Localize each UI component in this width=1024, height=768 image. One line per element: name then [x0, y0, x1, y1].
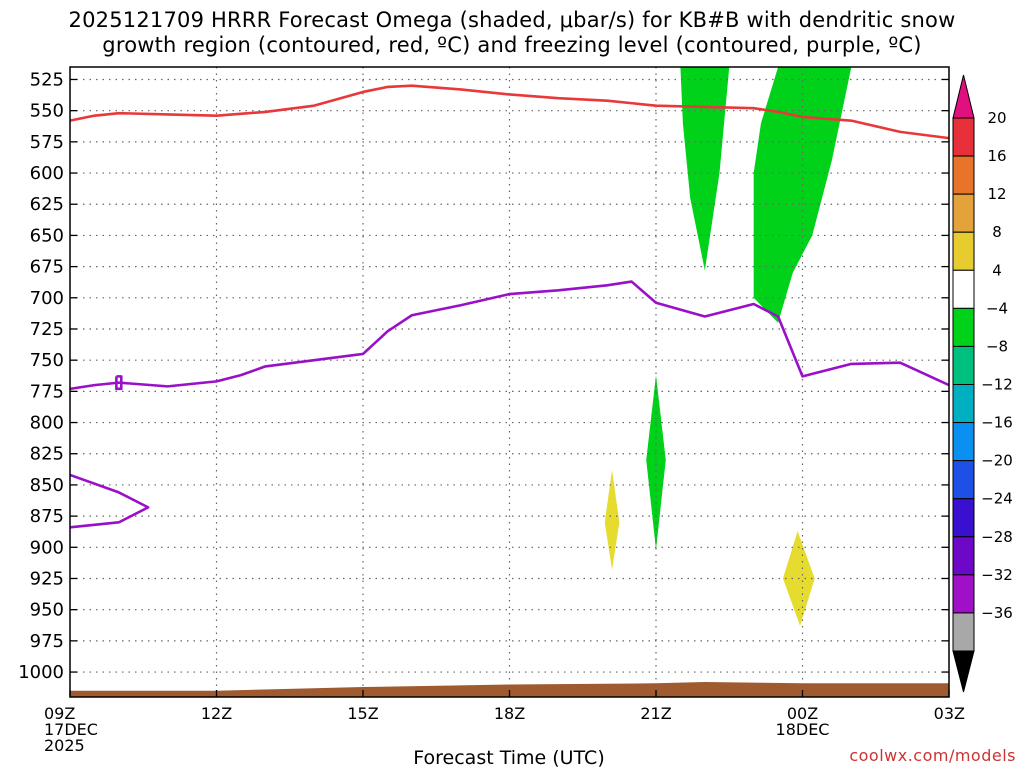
- colorbar-label: 16: [987, 147, 1006, 165]
- x-tick-label: 09Z: [44, 704, 75, 723]
- contour-line-0: [69, 84, 950, 140]
- y-axis: 525 550 575 600 625 650 675 700 725 750 775 800 825 8…: [18, 69, 949, 683]
- credit-text: coolwx.com/models: [849, 746, 1016, 765]
- contour-line-3: [115, 375, 123, 391]
- contour-line-2: [69, 473, 150, 529]
- y-tick-label: 800: [30, 413, 64, 434]
- colorbar-bin: [952, 612, 975, 652]
- colorbar-label: −24: [981, 490, 1013, 508]
- colorbar-bin: [952, 345, 975, 385]
- omega-shading-layer: [604, 67, 852, 626]
- y-tick-label: 900: [30, 537, 64, 558]
- x-axis-label: Forecast Time (UTC): [413, 747, 604, 768]
- colorbar-label: −36: [981, 604, 1013, 622]
- x-tick-label: 18Z: [494, 704, 525, 723]
- y-tick-label: 625: [30, 194, 64, 215]
- colorbar-arrow-top: [952, 74, 975, 119]
- colorbar-label: 4: [992, 261, 1002, 279]
- colorbar: 20 16 12 8 4 −4 −8 −12 −16 −20 −24 −28 −32 −36: [952, 74, 1013, 693]
- y-tick-label: 950: [30, 600, 64, 621]
- x-tick-label: 21Z: [640, 704, 671, 723]
- contour-line-1: [69, 280, 950, 391]
- y-tick-label: 575: [30, 132, 64, 153]
- colorbar-label: 8: [992, 223, 1002, 241]
- chart-title-line-1: 2025121709 HRRR Forecast Omega (shaded, …: [68, 8, 956, 32]
- omega-shaded-region-4: [680, 67, 730, 271]
- y-tick-label: 1000: [18, 662, 64, 683]
- x-tick-label: 2025: [44, 736, 85, 755]
- x-tick-label: 18DEC: [776, 720, 830, 739]
- y-tick-label: 675: [30, 257, 64, 278]
- colorbar-label: −28: [981, 528, 1013, 546]
- contour-layer: [69, 84, 950, 529]
- x-tick-label: 15Z: [347, 704, 378, 723]
- y-tick-label: 525: [30, 69, 64, 90]
- colorbar-label: −8: [986, 337, 1008, 355]
- colorbar-label: 12: [987, 185, 1006, 203]
- colorbar-bin: [952, 574, 975, 614]
- colorbar-bin: [952, 384, 975, 424]
- y-tick-label: 925: [30, 568, 64, 589]
- x-tick-label: 17DEC: [44, 720, 98, 739]
- colorbar-bin: [952, 117, 975, 157]
- y-tick-label: 775: [30, 381, 64, 402]
- colorbar-label: −20: [981, 452, 1013, 470]
- omega-shaded-region-5: [753, 67, 852, 323]
- y-tick-label: 975: [30, 631, 64, 652]
- grid-layer: [70, 67, 949, 697]
- omega-shaded-region-7: [604, 469, 620, 570]
- colorbar-label: −12: [981, 376, 1013, 394]
- colorbar-bin: [952, 536, 975, 576]
- y-tick-label: 550: [30, 101, 64, 122]
- terrain-fill: [70, 682, 949, 697]
- y-tick-label: 875: [30, 506, 64, 527]
- colorbar-bin: [952, 307, 975, 347]
- terrain-layer: [70, 682, 949, 697]
- x-tick-label: 00Z: [787, 704, 818, 723]
- colorbar-label: −32: [981, 566, 1013, 584]
- colorbar-bin: [952, 155, 975, 195]
- y-tick-label: 700: [30, 288, 64, 309]
- colorbar-bin: [952, 498, 975, 538]
- colorbar-bin: [952, 422, 975, 462]
- y-tick-label: 825: [30, 444, 64, 465]
- y-tick-label: 600: [30, 163, 64, 184]
- x-tick-label: 03Z: [934, 704, 965, 723]
- y-tick-label: 850: [30, 475, 64, 496]
- colorbar-label: −4: [986, 299, 1008, 317]
- x-tick-label: 12Z: [201, 704, 232, 723]
- y-tick-label: 650: [30, 225, 64, 246]
- colorbar-label: 20: [987, 109, 1006, 127]
- colorbar-bin: [952, 231, 975, 271]
- colorbar-bin: [952, 193, 975, 233]
- colorbar-label: −16: [981, 414, 1013, 432]
- colorbar-bin: [952, 460, 975, 500]
- chart-title-line-2: growth region (contoured, red, ºC) and f…: [102, 33, 922, 57]
- colorbar-arrow-bottom: [952, 650, 975, 693]
- omega-shaded-region-6: [646, 375, 666, 550]
- colorbar-bin: [952, 269, 975, 309]
- y-tick-label: 725: [30, 319, 64, 340]
- y-tick-label: 750: [30, 350, 64, 371]
